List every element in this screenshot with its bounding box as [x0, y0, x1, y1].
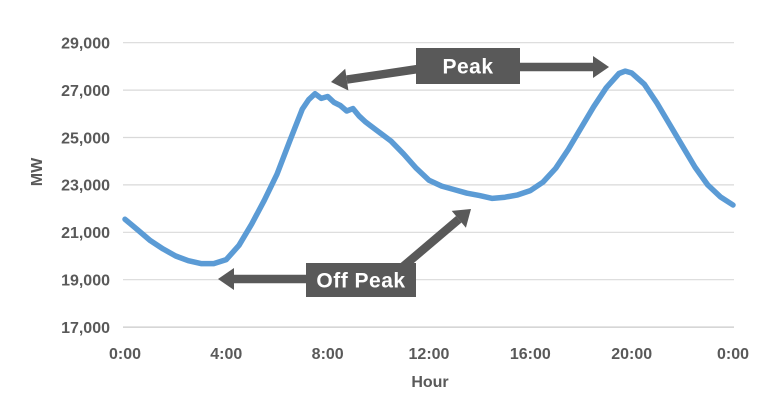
- y-axis-tick-labels: 29,000 27,000 25,000 23,000 21,000 19,000 17,0…: [61, 36, 110, 337]
- annotations-layer: Peak Off Peak: [218, 48, 609, 297]
- annotation-label: Peak: [442, 56, 493, 79]
- annotation-peak: Peak: [331, 48, 609, 91]
- annotation-off-peak: Off Peak: [218, 209, 471, 297]
- x-tick-label: 20:00: [611, 346, 652, 363]
- y-tick-label: 19,000: [61, 273, 110, 290]
- y-tick-label: 23,000: [61, 178, 110, 195]
- x-axis-title: Hour: [411, 374, 448, 391]
- annotation-label: Off Peak: [316, 270, 405, 293]
- annotation-box: [306, 263, 416, 297]
- annotation-box: [416, 48, 520, 84]
- y-tick-label: 17,000: [61, 320, 110, 337]
- x-axis-tick-labels: 0:00 4:00 8:00 12:00 16:00 20:00 0:00: [109, 346, 749, 363]
- annotation-arrow-head: [451, 209, 471, 228]
- x-tick-label: 12:00: [409, 346, 450, 363]
- y-tick-label: 27,000: [61, 83, 110, 100]
- x-tick-label: 0:00: [717, 346, 749, 363]
- annotation-arrow-head: [331, 68, 349, 91]
- annotation-arrow-head: [218, 268, 234, 290]
- y-tick-label: 25,000: [61, 130, 110, 147]
- load-line-series: [122, 68, 736, 267]
- annotation-arrow-shaft: [346, 64, 419, 84]
- annotation-arrow-shaft: [396, 216, 462, 274]
- y-tick-label: 21,000: [61, 225, 110, 242]
- x-tick-label: 4:00: [210, 346, 242, 363]
- x-tick-label: 0:00: [109, 346, 141, 363]
- x-tick-label: 8:00: [312, 346, 344, 363]
- y-axis-title: MW: [29, 157, 46, 186]
- annotation-arrow-head: [593, 56, 609, 78]
- y-tick-label: 29,000: [61, 36, 110, 53]
- x-tick-label: 16:00: [510, 346, 551, 363]
